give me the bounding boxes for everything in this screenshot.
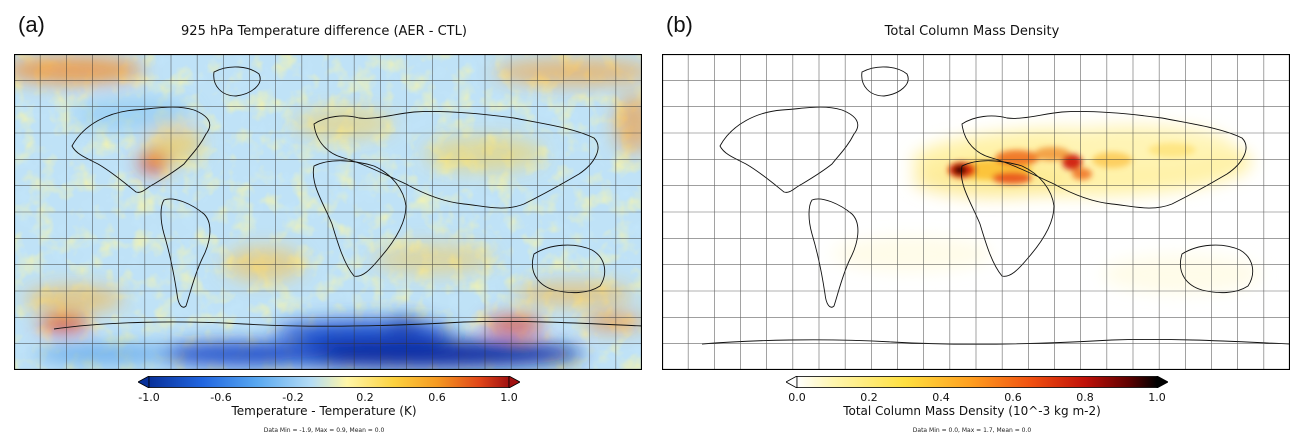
panel-letter: (a) (18, 12, 45, 37)
grid-lines (662, 54, 1290, 370)
colorbar-mass-density (786, 376, 1168, 388)
chart-title: Total Column Mass Density (884, 24, 1060, 39)
tick-label: -0.6 (210, 391, 232, 404)
tick-label: -1.0 (138, 391, 160, 404)
colorbar-gradient (796, 376, 1158, 388)
mass-density-map (662, 54, 1290, 370)
panel-a: (a) 925 hPa Temperature difference (AER … (14, 12, 642, 434)
colorbar-extend-high (1156, 376, 1168, 388)
tick-label: 0.4 (932, 391, 950, 404)
map-frame (14, 54, 642, 370)
colorbar-gradient (148, 376, 510, 388)
chart-title: 925 hPa Temperature difference (AER - CT… (181, 24, 467, 39)
tick-label: 1.0 (500, 391, 518, 404)
tick-label: 0.2 (860, 391, 878, 404)
colorbar-label: Total Column Mass Density (10^-3 kg m-2) (843, 404, 1101, 418)
grid-lines (14, 54, 642, 370)
tick-label: 0.8 (1076, 391, 1094, 404)
temperature-map (14, 54, 642, 370)
tick-label: 1.0 (1148, 391, 1166, 404)
tick-label: 0.2 (356, 391, 374, 404)
data-stats: Data Min = 0.0, Max = 1.7, Mean = 0.0 (912, 427, 1032, 434)
tick-label: -0.2 (282, 391, 304, 404)
colorbar-temperature (138, 376, 520, 388)
tick-label: 0.6 (428, 391, 446, 404)
tick-label: 0.6 (1004, 391, 1022, 404)
colorbar-extend-low (138, 376, 150, 388)
colorbar-extend-high (508, 376, 520, 388)
panel-b: (b) Total Column Mass Density (648, 0, 1296, 442)
colorbar-extend-low (786, 376, 798, 388)
panel-letter: (b) (666, 12, 693, 37)
coastlines (701, 66, 1290, 345)
colorbar-label: Temperature - Temperature (K) (231, 404, 417, 418)
map-frame (662, 54, 1290, 370)
anomaly-blobs (14, 56, 642, 368)
tick-label: 0.0 (788, 391, 806, 404)
data-stats: Data Min = -1.9, Max = 0.9, Mean = 0.0 (263, 427, 385, 434)
